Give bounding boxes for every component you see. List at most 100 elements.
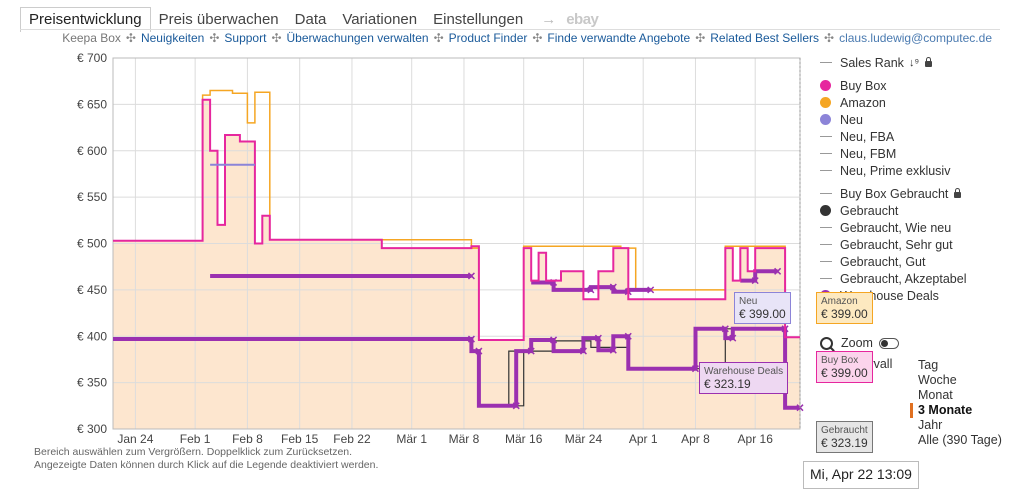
zoom-label: Zoom xyxy=(841,336,873,350)
series-line-warehouse xyxy=(113,326,800,410)
tooltip-value: € 399.00 xyxy=(739,307,786,321)
sort-icon[interactable]: ↓⁹ xyxy=(908,56,920,69)
arrow-right-icon: → xyxy=(541,11,557,28)
range-jahr[interactable]: Jahr xyxy=(918,418,943,432)
color-dot-icon xyxy=(820,205,831,216)
link-product-finder[interactable]: Product Finder xyxy=(448,31,528,45)
legend-label: Gebraucht, Wie neu xyxy=(840,220,952,235)
user-email-link[interactable]: claus.ludewig@computec.de xyxy=(839,31,992,45)
zoom-toggle[interactable] xyxy=(878,337,899,349)
link-finde-verwandte-angebote[interactable]: Finde verwandte Angebote xyxy=(547,31,691,45)
legend-sales-rank[interactable]: Sales Rank ↓⁹ xyxy=(820,54,966,71)
link-related-best-sellers[interactable]: Related Best Sellers xyxy=(710,31,819,45)
legend-label: Amazon xyxy=(840,95,886,110)
legend-neu-prime-exklusiv[interactable]: Neu, Prime exklusiv xyxy=(820,162,966,179)
x-tick-label: Mär 24 xyxy=(565,432,603,446)
lock-icon xyxy=(925,56,933,67)
data-point-marker xyxy=(609,283,617,291)
color-dot-icon xyxy=(820,114,831,125)
data-point-marker xyxy=(550,336,558,344)
y-tick-label: € 300 xyxy=(77,422,107,436)
tab-variationen[interactable]: Variationen xyxy=(342,11,418,28)
data-point-marker xyxy=(647,286,655,294)
data-point-marker xyxy=(774,267,782,275)
link-ueberwachungen-verwalten[interactable]: Überwachungen verwalten xyxy=(286,31,429,45)
x-tick-label: Feb 1 xyxy=(180,432,211,446)
series-line-warehouse xyxy=(740,269,778,283)
separator-icon: ✣ xyxy=(209,31,220,45)
legend-label: Neu, Prime exklusiv xyxy=(840,163,951,178)
legend-label: Neu, FBA xyxy=(840,129,895,144)
x-tick-label: Mär 8 xyxy=(449,432,480,446)
tooltip-value: € 399.00 xyxy=(821,307,868,321)
data-point-marker xyxy=(721,325,729,333)
tab-preis-ueberwachen[interactable]: Preis überwachen xyxy=(158,11,279,28)
legend-amazon[interactable]: Amazon xyxy=(820,94,966,111)
data-point-marker xyxy=(624,332,632,340)
y-tick-label: € 600 xyxy=(77,144,107,158)
tooltip-value: € 323.19 xyxy=(704,377,751,391)
data-point-marker xyxy=(467,335,475,343)
tab-data[interactable]: Data xyxy=(294,11,327,28)
tooltip-buy-box: Buy Box € 399.00 xyxy=(816,351,873,383)
separator-icon: ✣ xyxy=(125,31,136,45)
x-tick-label: Jan 24 xyxy=(117,432,153,446)
legend-gebraucht[interactable]: Gebraucht xyxy=(820,202,966,219)
link-neuigkeiten[interactable]: Neuigkeiten xyxy=(140,31,205,45)
legend-neu-fba[interactable]: Neu, FBA xyxy=(820,128,966,145)
data-point-marker xyxy=(609,346,617,354)
x-tick-label: Mär 1 xyxy=(396,432,427,446)
legend-neu[interactable]: Neu xyxy=(820,111,966,128)
tooltip-value: € 399.00 xyxy=(821,366,868,380)
y-tick-label: € 650 xyxy=(77,97,107,111)
tooltip-warehouse-deals: Warehouse Deals € 323.19 xyxy=(699,362,789,394)
tooltip-value: € 323.19 xyxy=(821,436,868,450)
link-support[interactable]: Support xyxy=(224,31,267,45)
data-point-marker xyxy=(467,272,475,280)
range-monat[interactable]: Monat xyxy=(918,388,953,402)
magnifier-icon xyxy=(820,336,833,350)
y-tick-label: € 700 xyxy=(77,51,107,65)
legend-gebraucht-sehr-gut[interactable]: Gebraucht, Sehr gut xyxy=(820,236,966,253)
y-tick-label: € 450 xyxy=(77,283,107,297)
legend-gebraucht-akzeptabel[interactable]: Gebraucht, Akzeptabel xyxy=(820,270,966,287)
range-3-monate[interactable]: 3 Monate xyxy=(910,403,1002,418)
legend-buy-box[interactable]: Buy Box xyxy=(820,77,966,94)
separator-icon: ✣ xyxy=(271,31,282,45)
legend-label: Sales Rank xyxy=(840,55,904,70)
chart-legend: Sales Rank ↓⁹ Buy Box Amazon Neu Neu, FBA Ne… xyxy=(820,54,966,304)
x-tick-label: Mär 16 xyxy=(505,432,543,446)
help-line: Bereich auswählen zum Vergrößern. Doppel… xyxy=(34,446,353,458)
data-point-marker xyxy=(475,347,483,355)
legend-gebraucht-gut[interactable]: Gebraucht, Gut xyxy=(820,253,966,270)
zoom-control[interactable]: Zoom xyxy=(820,336,899,350)
ebay-logo[interactable]: ebay xyxy=(566,11,599,28)
legend-label: Buy Box xyxy=(840,78,887,93)
legend-label: Gebraucht xyxy=(840,203,899,218)
chart-help-text: Bereich auswählen zum Vergrößern. Doppel… xyxy=(34,446,378,472)
x-tick-label: Apr 16 xyxy=(738,432,774,446)
line-swatch xyxy=(820,136,832,137)
data-point-marker xyxy=(729,334,737,342)
tooltip-title: Buy Box xyxy=(821,355,859,366)
line-swatch xyxy=(820,261,832,262)
price-chart[interactable]: € 300 € 350 € 400 € 450 € 500 € 550 € 600 € 650… xyxy=(0,48,820,448)
tab-preisentwicklung[interactable]: Preisentwicklung xyxy=(20,7,151,32)
area-fill xyxy=(113,99,800,429)
tooltip-gebraucht: Gebraucht € 323.19 xyxy=(816,421,873,453)
range-woche[interactable]: Woche xyxy=(918,373,957,387)
legend-neu-fbm[interactable]: Neu, FBM xyxy=(820,145,966,162)
range-alle-390-tage-[interactable]: Alle (390 Tage) xyxy=(918,433,1002,447)
tooltip-title: Warehouse Deals xyxy=(704,366,784,377)
data-point-marker xyxy=(512,402,520,410)
range-tag[interactable]: Tag xyxy=(918,358,939,372)
data-point-marker xyxy=(579,347,587,355)
line-swatch xyxy=(820,170,832,171)
hover-date-label: Mi, Apr 22 13:09 xyxy=(803,461,919,489)
legend-buy-box-gebraucht[interactable]: Buy Box Gebraucht xyxy=(820,185,966,202)
legend-label: Gebraucht, Sehr gut xyxy=(840,237,953,252)
tab-einstellungen[interactable]: Einstellungen xyxy=(433,11,524,28)
lock-icon xyxy=(954,187,962,198)
color-dot-icon xyxy=(820,80,831,91)
legend-gebraucht-wie-neu[interactable]: Gebraucht, Wie neu xyxy=(820,219,966,236)
